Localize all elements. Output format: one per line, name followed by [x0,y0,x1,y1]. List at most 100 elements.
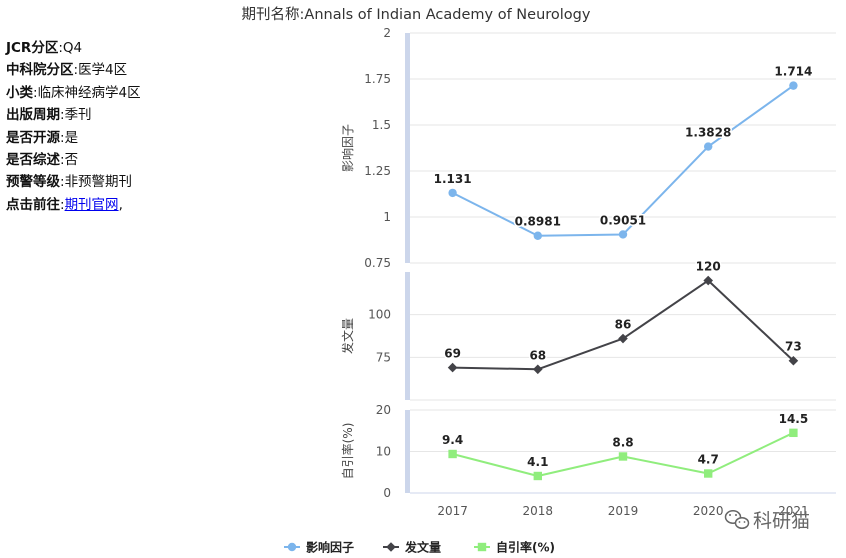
x-tick-label: 2019 [608,504,639,518]
watermark-text: 科研猫 [753,510,810,532]
info-key: 是否综述 [6,152,60,169]
legend-item[interactable]: 发文量 [383,540,441,555]
data-point[interactable] [618,230,628,239]
data-point[interactable] [533,231,542,240]
info-value: 否 [64,152,79,169]
data-point[interactable] [618,452,628,461]
legend-label: 自引率(%) [496,540,555,555]
data-label: 4.1 [527,455,548,469]
info-row-open-access: 是否开源:是 [6,129,79,146]
info-key: 小类 [6,84,33,101]
x-tick-label: 2021 [778,504,809,518]
info-row-review: 是否综述:否 [6,152,79,169]
data-label: 68 [529,348,546,362]
data-point[interactable] [448,449,457,459]
y-tick-label: 1.25 [364,164,391,178]
info-row-jcr: JCR分区:Q4 [6,40,83,56]
y-tick-label: 0 [383,486,391,500]
data-point[interactable] [703,275,713,286]
data-label: 0.9051 [600,213,646,227]
y-axis-title: 自引率(%) [340,423,355,480]
watermark: 科研猫 [724,510,810,532]
y-tick-label: 10 [376,445,391,459]
y-tick-label: 1.75 [364,72,391,86]
data-point[interactable] [788,355,799,366]
chart-panels: 0.75 1 1.25 1.5 1.75 2 影响因子 1.131 0.8981 0.9051 1.… [340,26,836,500]
info-value: 临床神经病学4区 [37,84,141,101]
info-value: Q4 [62,40,83,56]
y-axis-title: 影响因子 [340,124,355,172]
info-key: 是否开源 [6,129,60,146]
data-label: 1.714 [774,65,812,79]
legend-label: 发文量 [404,540,441,555]
info-row-frequency: 出版周期:季刊 [6,107,92,124]
data-label: 9.4 [442,433,463,447]
legend-label: 影响因子 [306,540,354,555]
chart-legend[interactable]: 影响因子 发文量 自引率(%) [284,540,555,555]
info-value: 季刊 [64,107,92,124]
y-tick-label: 20 [376,403,391,417]
y-tick-label: 1.5 [372,118,391,132]
data-point[interactable] [789,428,798,438]
link-suffix: , [118,196,123,213]
legend-item[interactable]: 影响因子 [284,540,354,555]
data-point[interactable] [447,362,458,373]
data-point[interactable] [704,469,713,478]
data-label: 8.8 [612,435,633,449]
data-label: 1.131 [434,172,472,186]
data-label: 1.3828 [685,126,731,140]
info-row-subcategory: 小类:临床神经病学4区 [6,84,141,101]
chart-panel: 0.75 1 1.25 1.5 1.75 2 影响因子 1.131 0.8981 0.9051 1.… [340,26,836,270]
info-key: 中科院分区 [6,62,74,79]
wechat-icon [724,510,750,530]
info-row-link: 点击前往:期刊官网, [6,196,123,213]
info-value: 是 [64,129,79,146]
journal-website-link[interactable]: 期刊官网 [64,196,119,213]
info-value: 非预警期刊 [64,174,133,191]
data-label: 4.7 [698,452,719,466]
x-tick-label: 2020 [693,504,724,518]
x-tick-label: 2018 [523,504,554,518]
legend-marker [287,542,297,552]
data-point[interactable] [448,188,457,198]
data-point[interactable] [533,364,543,375]
info-key: 点击前往 [6,196,60,213]
data-label: 69 [444,347,461,361]
y-axis-title: 发文量 [340,318,355,354]
y-tick-label: 75 [376,350,391,364]
data-point[interactable] [618,333,628,344]
chart-title-label: 期刊名称: [242,6,305,23]
y-tick-label: 0.75 [364,256,391,270]
y-tick-label: 1 [383,210,391,224]
data-label: 0.8981 [515,215,561,229]
chart-title-value: Annals of Indian Academy of Neurology [304,7,590,23]
y-axis-band [405,410,410,493]
legend-item[interactable]: 自引率(%) [474,540,555,555]
x-axis: 2017 2018 2019 2020 2021 [410,492,836,518]
data-label: 86 [615,318,632,332]
y-axis-band [405,272,410,400]
info-row-warning: 预警等级:非预警期刊 [6,174,133,191]
chart-title: 期刊名称:Annals of Indian Academy of Neurolo… [242,6,591,23]
info-value: 医学4区 [78,62,128,79]
chart-panel: 0 10 20 自引率(%) 9.4 4.1 8.8 4.7 14.5 [340,403,836,500]
data-point[interactable] [789,81,798,90]
y-tick-label: 2 [383,26,391,40]
y-tick-label: 100 [368,308,391,322]
x-tick-label: 2017 [437,504,468,518]
data-point[interactable] [704,142,713,151]
data-label: 120 [696,260,721,274]
legend-marker [386,542,396,552]
chart-panel: 75 100 发文量 69 68 86 120 73 [340,258,836,401]
journal-info-panel: JCR分区:Q4 中科院分区:医学4区 小类:临床神经病学4区 出版周期:季刊 … [6,37,141,216]
info-key: 出版周期 [6,107,60,124]
legend-marker [477,542,487,552]
info-row-cas: 中科院分区:医学4区 [6,62,128,79]
info-key: JCR分区 [6,40,59,56]
info-key: 预警等级 [6,174,60,191]
data-label: 73 [785,340,802,354]
data-point[interactable] [533,471,542,481]
data-label: 14.5 [779,412,809,426]
y-axis-band [405,33,410,263]
